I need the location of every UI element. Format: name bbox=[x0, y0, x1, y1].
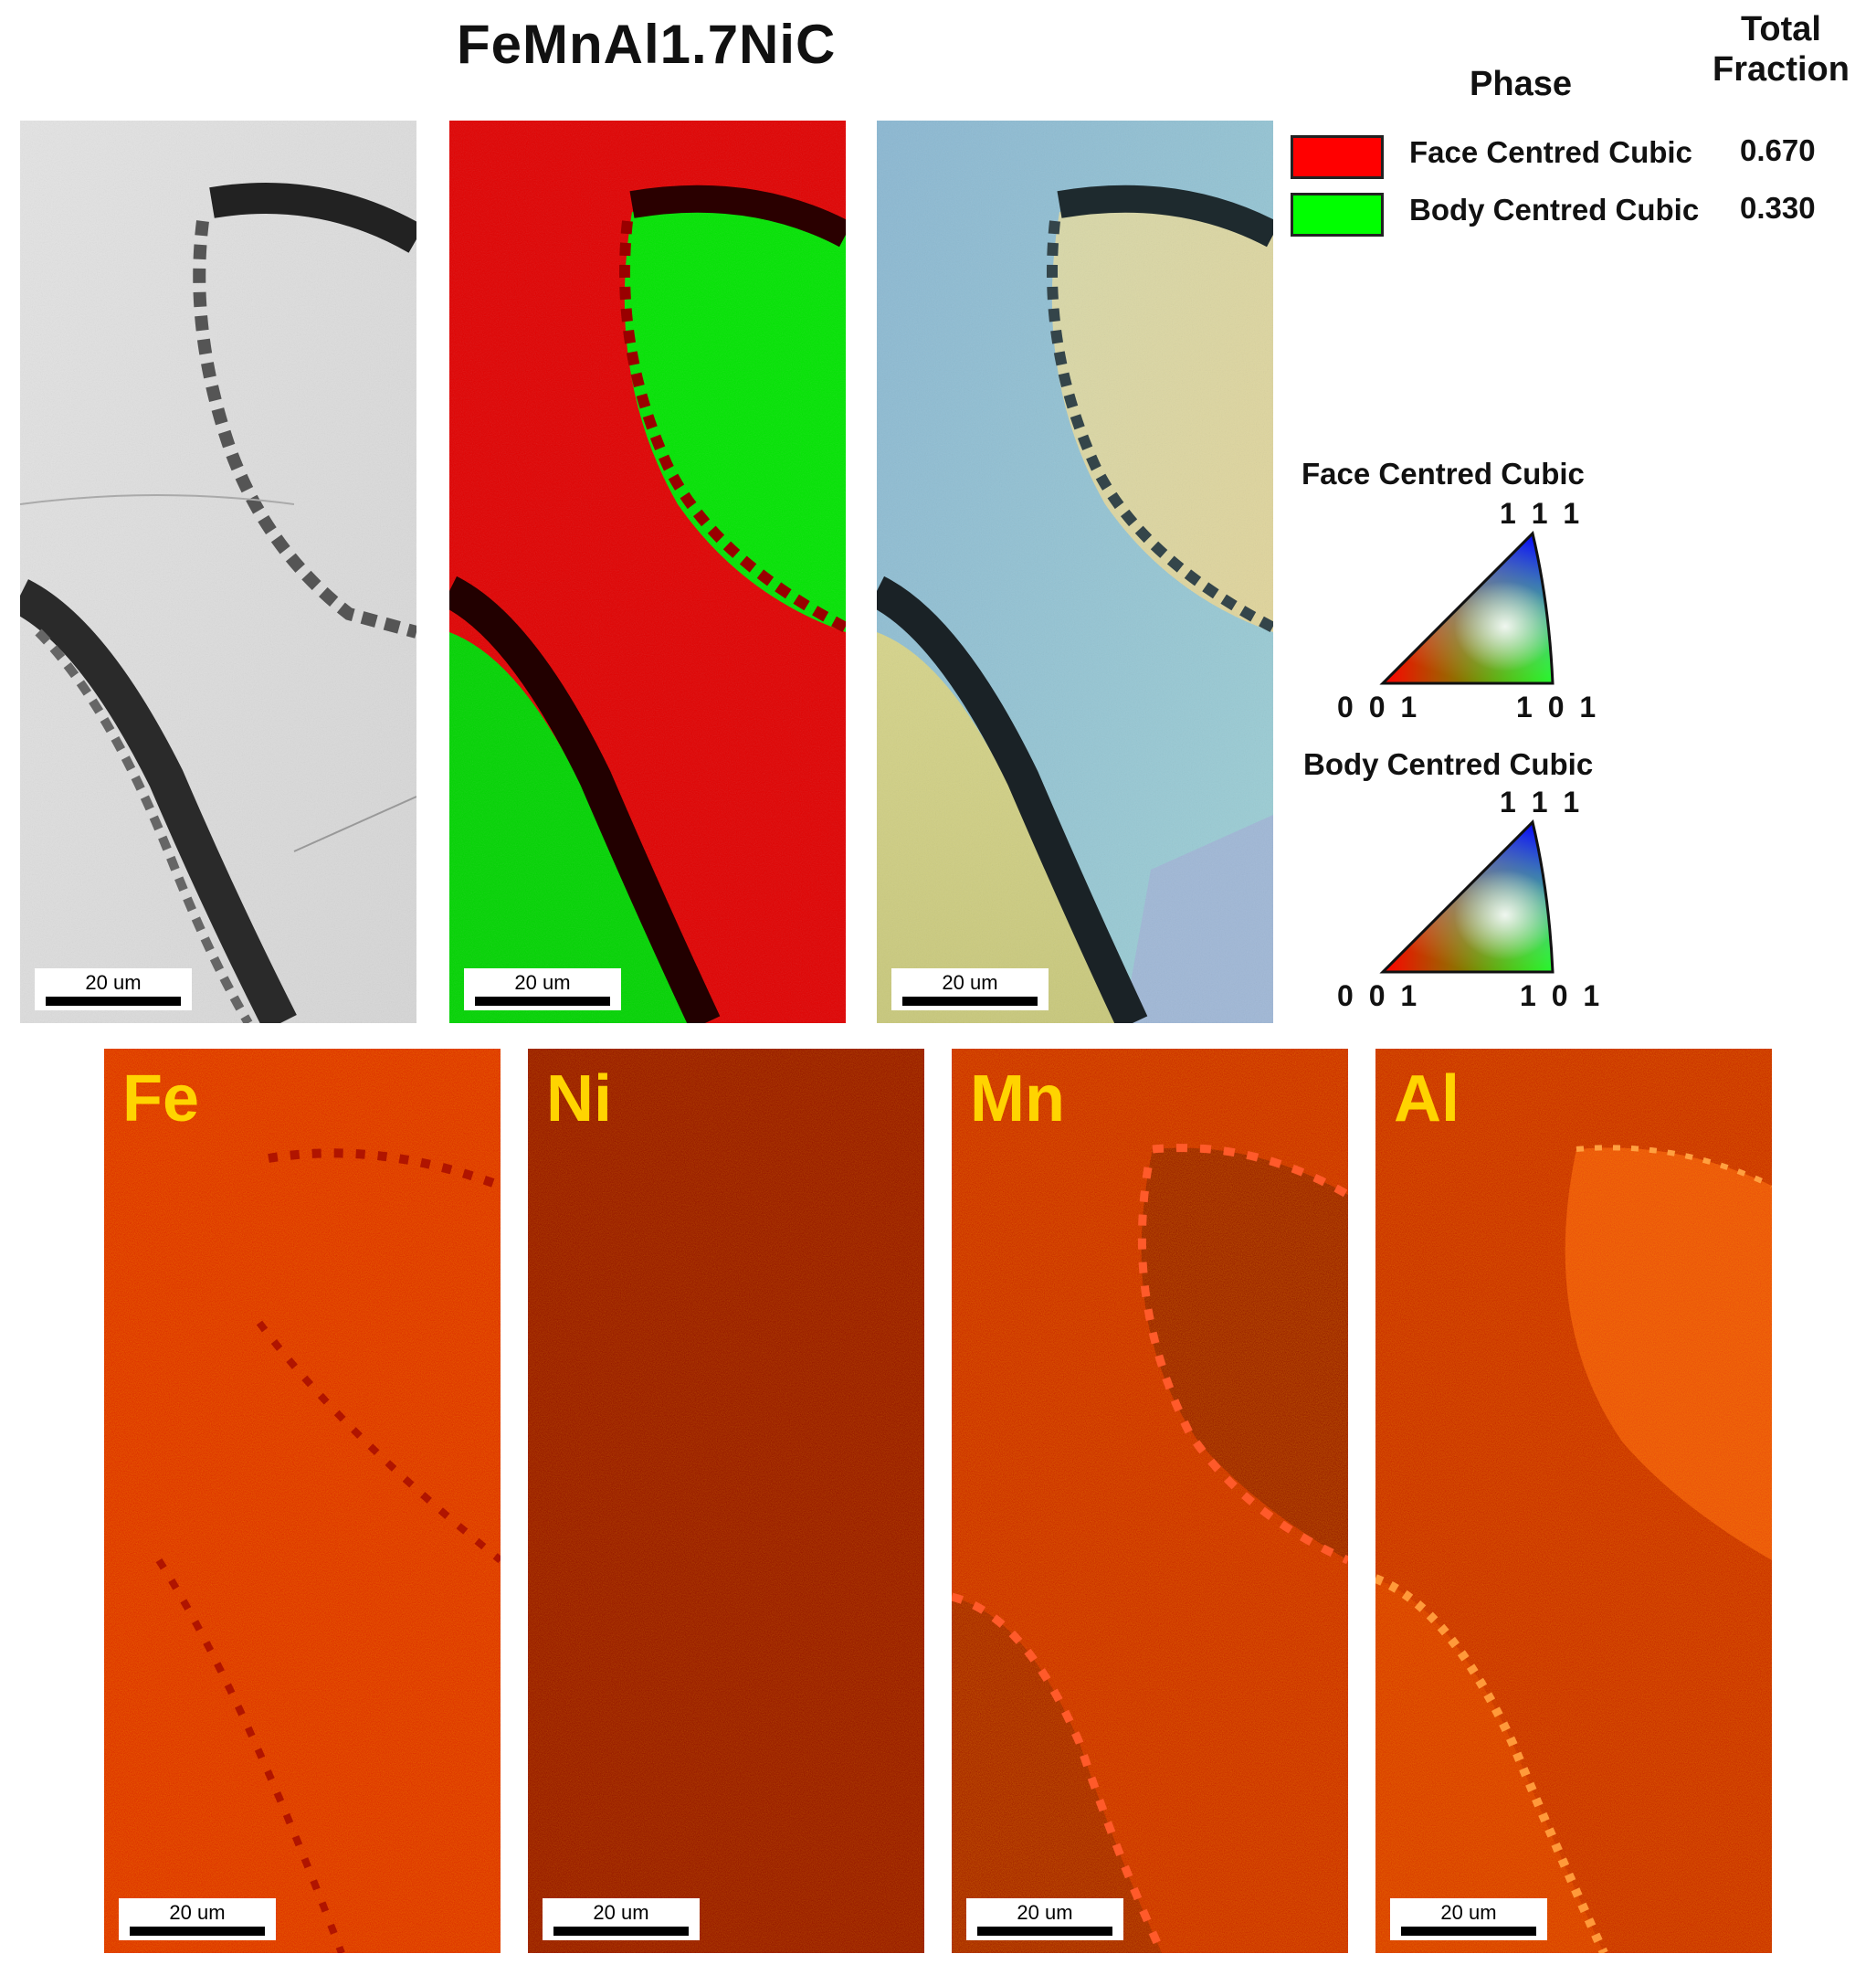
element-label-ni: Ni bbox=[546, 1062, 612, 1135]
element-label-fe: Fe bbox=[122, 1062, 200, 1135]
scale-bar: 20 um bbox=[1390, 1898, 1547, 1940]
scale-bar-line bbox=[553, 1927, 689, 1936]
ipf-key-fcc-001: 0 0 1 bbox=[1337, 691, 1421, 723]
eds-map-fe: Fe 20 um bbox=[104, 1049, 501, 1953]
ipf-orientation-map: 20 um bbox=[877, 121, 1273, 1023]
eds-map-al: Al 20 um bbox=[1375, 1049, 1772, 1953]
fraction-header-line1: Total bbox=[1741, 10, 1821, 48]
scale-label: 20 um bbox=[514, 971, 571, 994]
scale-label: 20 um bbox=[593, 1901, 649, 1924]
fcc-fraction: 0.670 bbox=[1740, 133, 1816, 167]
eds-map-ni: Ni 20 um bbox=[528, 1049, 924, 1953]
scale-bar-line bbox=[46, 997, 181, 1006]
phase-map: 20 um bbox=[449, 121, 846, 1023]
ipf-key-bcc-001: 0 0 1 bbox=[1337, 979, 1421, 1012]
fraction-header-line2: Fraction bbox=[1713, 50, 1850, 89]
scale-label: 20 um bbox=[1440, 1901, 1497, 1924]
eds-map-mn: Mn 20 um bbox=[952, 1049, 1348, 1953]
scale-bar: 20 um bbox=[543, 1898, 700, 1940]
ipf-key-fcc-101: 1 0 1 bbox=[1516, 691, 1600, 723]
bcc-swatch bbox=[1291, 193, 1384, 237]
scale-bar: 20 um bbox=[119, 1898, 276, 1940]
element-label-mn: Mn bbox=[970, 1062, 1065, 1135]
phase-header: Phase bbox=[1470, 65, 1572, 103]
scale-bar: 20 um bbox=[891, 968, 1049, 1010]
scale-bar-line bbox=[977, 1927, 1112, 1936]
fcc-legend-label: Face Centred Cubic bbox=[1409, 135, 1692, 169]
bcc-legend-label: Body Centred Cubic bbox=[1409, 193, 1700, 227]
scale-bar: 20 um bbox=[464, 968, 621, 1010]
scale-bar: 20 um bbox=[966, 1898, 1123, 1940]
scale-bar-line bbox=[1401, 1927, 1536, 1936]
scale-bar-line bbox=[130, 1927, 265, 1936]
ipf-triangle-fcc bbox=[1379, 530, 1562, 687]
ipf-triangle-bcc bbox=[1379, 819, 1562, 976]
fcc-swatch bbox=[1291, 135, 1384, 179]
scale-label: 20 um bbox=[169, 1901, 226, 1924]
ipf-key-bcc-111: 1 1 1 bbox=[1500, 786, 1584, 819]
scale-label: 20 um bbox=[942, 971, 998, 994]
scale-bar-line bbox=[475, 997, 610, 1006]
scale-label: 20 um bbox=[1017, 1901, 1073, 1924]
ipf-key-bcc-title: Body Centred Cubic bbox=[1303, 747, 1594, 781]
scale-bar: 20 um bbox=[35, 968, 192, 1010]
fraction-header: Total Fraction bbox=[1694, 9, 1868, 90]
element-label-al: Al bbox=[1394, 1062, 1460, 1135]
ipf-key-fcc-title: Face Centred Cubic bbox=[1302, 457, 1585, 491]
figure-title: FeMnAl1.7NiC bbox=[457, 14, 837, 75]
bcc-fraction: 0.330 bbox=[1740, 191, 1816, 225]
ipf-key-bcc-101: 1 0 1 bbox=[1520, 979, 1604, 1012]
ipf-key-fcc-111: 1 1 1 bbox=[1500, 497, 1584, 530]
scale-bar-line bbox=[902, 997, 1038, 1006]
scale-label: 20 um bbox=[85, 971, 142, 994]
band-contrast-map: 20 um bbox=[20, 121, 416, 1023]
